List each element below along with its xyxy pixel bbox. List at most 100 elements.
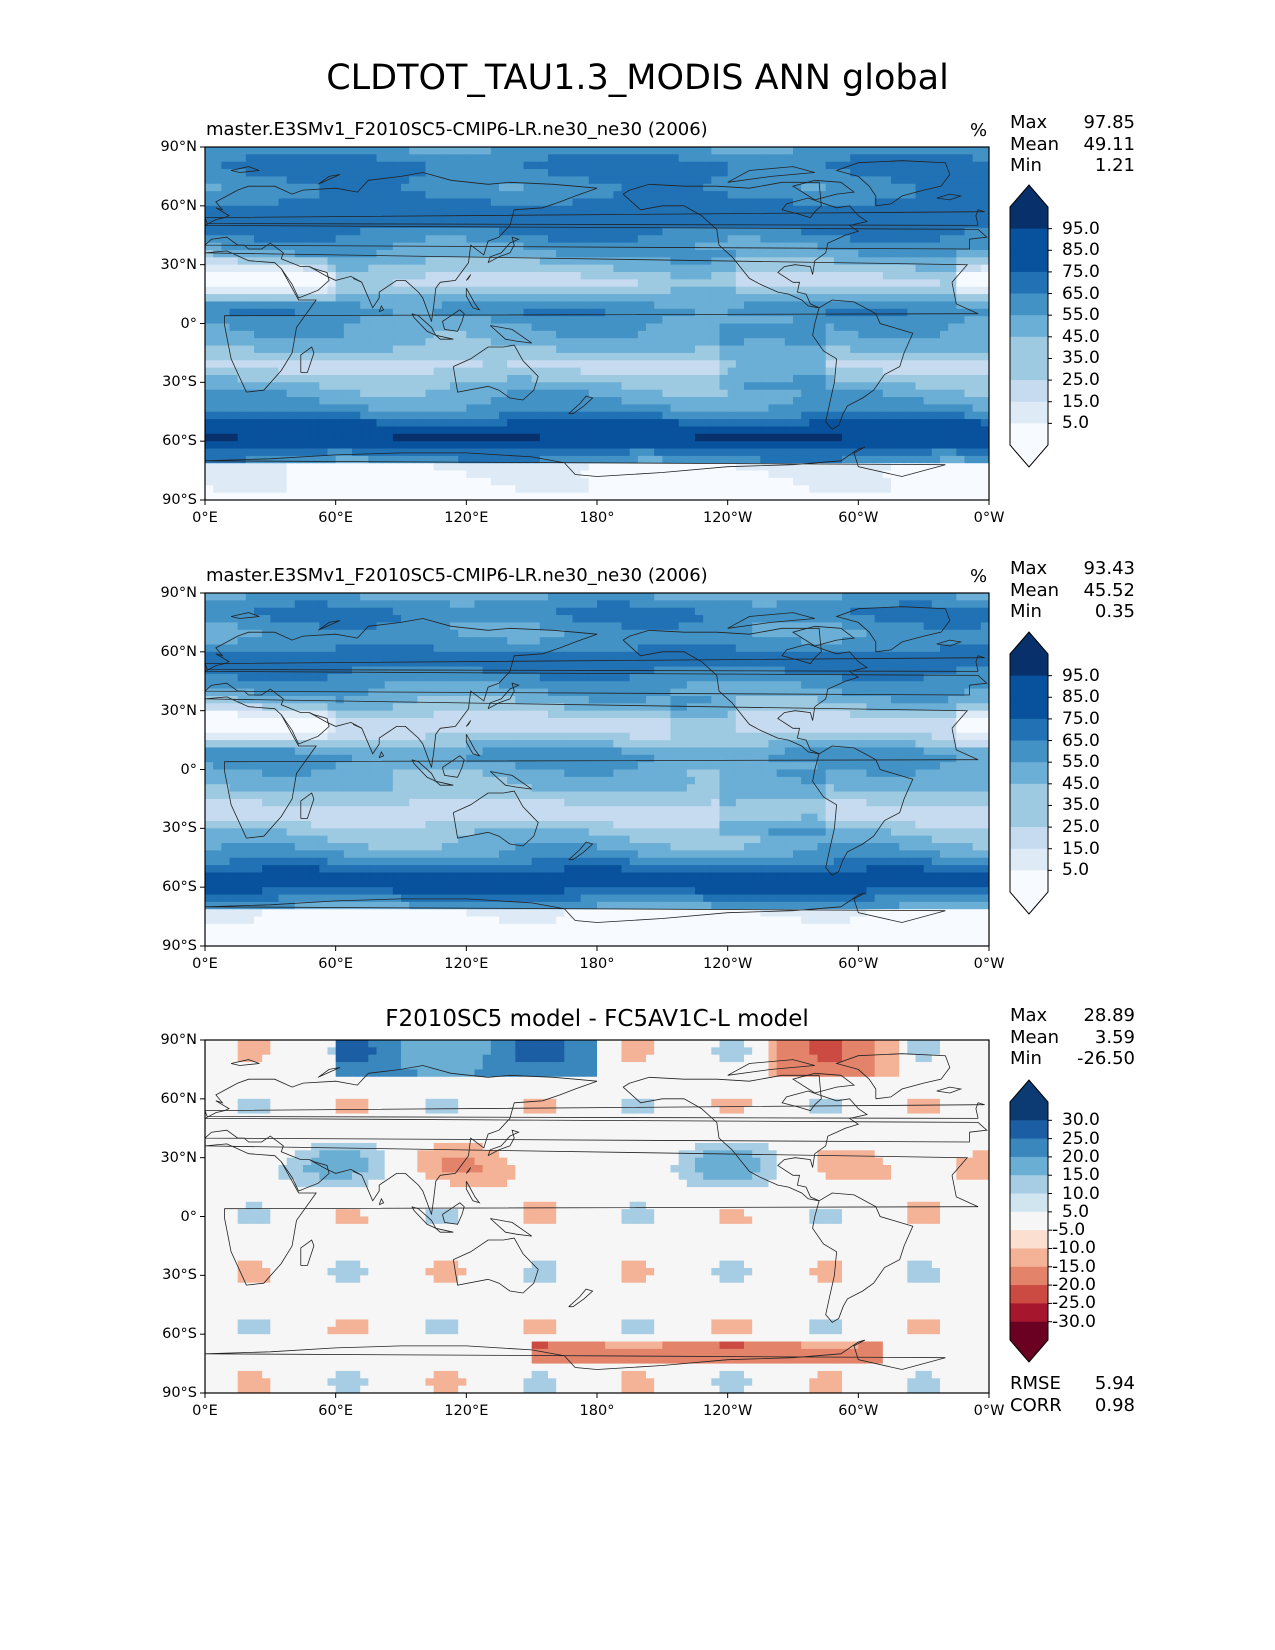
field-cell bbox=[327, 198, 337, 207]
field-cell bbox=[809, 249, 819, 258]
field-cell bbox=[352, 411, 361, 420]
field-cell bbox=[907, 352, 917, 361]
field-cell bbox=[548, 279, 557, 288]
min-label: Min bbox=[1010, 601, 1042, 622]
field-cell bbox=[817, 492, 827, 500]
field-cell bbox=[760, 235, 770, 244]
field-cell bbox=[711, 607, 721, 616]
field-cell bbox=[205, 463, 214, 472]
field-cell bbox=[205, 455, 214, 464]
field-cell bbox=[776, 272, 786, 280]
field-cell bbox=[335, 426, 345, 435]
field-cell bbox=[327, 485, 337, 494]
field-cell bbox=[899, 264, 908, 273]
field-cell bbox=[915, 360, 925, 369]
field-cell bbox=[507, 419, 516, 428]
field-cell bbox=[948, 470, 957, 479]
field-cell bbox=[662, 600, 672, 609]
field-cell bbox=[580, 360, 590, 369]
field-cell bbox=[940, 455, 949, 464]
field-cell bbox=[980, 404, 989, 413]
field-cell bbox=[662, 419, 672, 428]
field-cell bbox=[858, 419, 868, 428]
field-cell bbox=[793, 352, 802, 361]
field-cell bbox=[556, 441, 565, 450]
field-cell bbox=[727, 593, 737, 601]
field-cell bbox=[539, 433, 549, 442]
field-cell bbox=[245, 286, 255, 295]
field-cell bbox=[964, 389, 974, 398]
field-cell bbox=[303, 286, 312, 295]
field-cell bbox=[213, 477, 222, 486]
field-cell bbox=[703, 242, 712, 251]
field-cell bbox=[850, 301, 859, 310]
field-cell bbox=[735, 301, 745, 310]
field-cell bbox=[907, 477, 917, 486]
field-cell bbox=[842, 345, 851, 354]
field-cell bbox=[343, 272, 353, 280]
field-cell bbox=[352, 330, 361, 339]
field-cell bbox=[703, 352, 712, 361]
field-cell bbox=[352, 308, 361, 317]
field-cell bbox=[809, 448, 819, 457]
field-cell bbox=[662, 607, 672, 616]
field-cell bbox=[956, 389, 966, 398]
field-cell bbox=[776, 183, 786, 192]
field-cell bbox=[303, 374, 312, 383]
field-cell bbox=[629, 279, 639, 288]
field-cell bbox=[303, 316, 312, 325]
field-cell bbox=[850, 433, 859, 442]
field-cell bbox=[842, 176, 851, 185]
field-cell bbox=[980, 257, 989, 266]
field-cell bbox=[744, 161, 753, 170]
field-cell bbox=[744, 470, 753, 479]
field-cell bbox=[237, 360, 247, 369]
field-cell bbox=[784, 264, 794, 273]
field-cell bbox=[948, 411, 957, 420]
field-cell bbox=[744, 154, 753, 163]
field-cell bbox=[360, 161, 369, 170]
field-cell bbox=[686, 316, 696, 325]
field-cell bbox=[825, 154, 835, 163]
field-cell bbox=[458, 382, 467, 391]
field-cell bbox=[719, 600, 729, 609]
field-cell bbox=[768, 294, 778, 303]
field-cell bbox=[711, 286, 721, 295]
field-cell bbox=[237, 397, 247, 405]
field-cell bbox=[499, 235, 508, 244]
field-cell bbox=[940, 301, 949, 310]
field-cell bbox=[760, 441, 770, 450]
field-cell bbox=[343, 308, 353, 317]
field-cell bbox=[621, 286, 631, 295]
field-cell bbox=[907, 419, 917, 428]
field-cell bbox=[809, 154, 819, 163]
field-cell bbox=[556, 455, 565, 464]
field-cell bbox=[850, 176, 859, 185]
field-cell bbox=[441, 389, 451, 398]
field-cell bbox=[882, 198, 892, 207]
field-cell bbox=[801, 463, 810, 472]
field-cell bbox=[637, 249, 647, 258]
field-cell bbox=[352, 463, 361, 472]
field-cell bbox=[605, 286, 614, 295]
field-cell bbox=[597, 360, 606, 369]
field-cell bbox=[760, 404, 770, 413]
field-cell bbox=[686, 455, 696, 464]
field-cell bbox=[768, 600, 778, 609]
field-cell bbox=[278, 455, 288, 464]
field-cell bbox=[735, 470, 745, 479]
field-cell bbox=[605, 607, 614, 616]
field-cell bbox=[564, 477, 574, 486]
field-cell bbox=[327, 176, 337, 185]
field-cell bbox=[931, 249, 941, 258]
field-cell bbox=[368, 235, 378, 244]
field-cell bbox=[523, 330, 533, 339]
field-cell bbox=[237, 593, 247, 601]
field-cell bbox=[458, 593, 467, 601]
field-cell bbox=[409, 338, 418, 347]
field-cell bbox=[376, 448, 386, 457]
field-cell bbox=[825, 301, 835, 310]
field-cell bbox=[703, 345, 712, 354]
field-cell bbox=[556, 382, 565, 391]
field-cell bbox=[335, 279, 345, 288]
